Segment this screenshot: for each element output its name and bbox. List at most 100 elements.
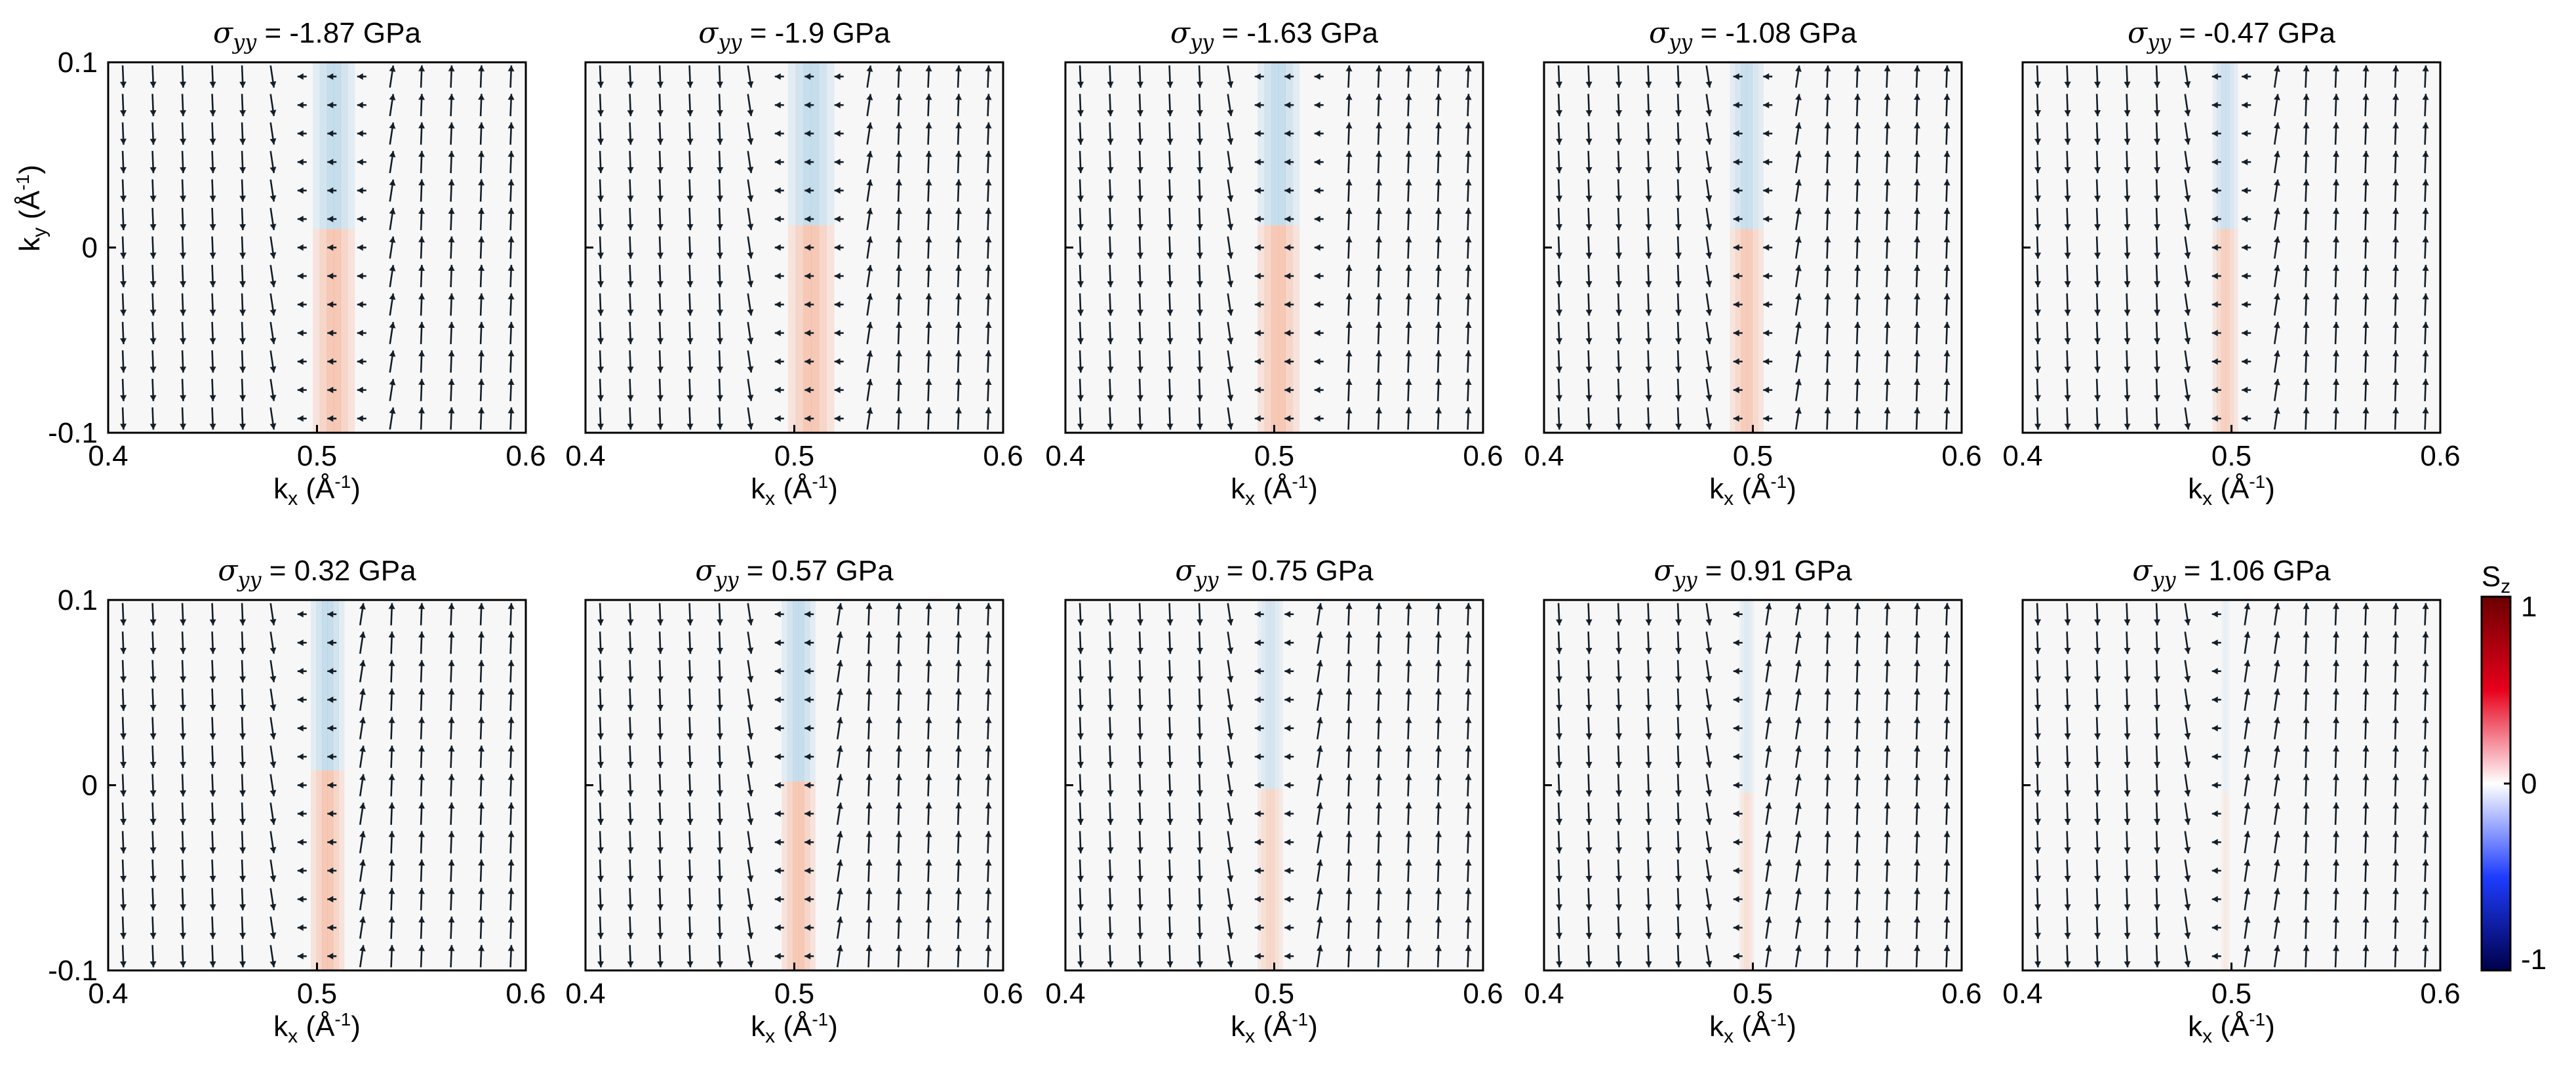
arrow-head [1077,647,1084,654]
arrow-head [1376,65,1383,71]
arrow-head [1465,264,1472,271]
arrow-head [925,603,932,609]
arrow-head [1615,818,1623,825]
arrow-head [269,904,277,911]
sz-positive-region [1274,789,1279,970]
arrow-head [507,122,515,129]
arrow-head [1137,281,1144,287]
arrow-head [1284,301,1291,308]
arrow-head [657,338,664,344]
arrow-head [1254,386,1261,393]
arrow-head [774,244,781,251]
arrow-head [1197,904,1204,911]
arrow-head [297,924,304,931]
arrow-head [1254,953,1261,960]
x-tick-label: 0.4 [565,978,605,1010]
arrow-head [2244,831,2251,838]
arrow-head [1556,818,1563,825]
arrow-head [1137,875,1144,882]
arrow-head [120,904,127,911]
sz-negative-region [2221,62,2226,229]
sz-negative-region [321,600,328,770]
arrow-head [418,717,426,723]
arrow-head [597,424,604,430]
arrow-head [1884,945,1891,951]
arrow-head [2242,159,2248,166]
arrow-head [2094,875,2101,882]
arrow-head [1284,782,1291,789]
arrow-head [1197,847,1204,854]
arrow-head [866,322,873,329]
arrow-head [627,676,634,683]
arrow-head [1705,618,1713,626]
arrow-head [1854,774,1861,780]
arrow-head [1314,358,1320,365]
arrow-head [1435,407,1442,414]
arrow-head [865,631,873,638]
arrow-head [837,688,843,695]
arrow-head [149,309,157,316]
sz-positive-region [787,225,797,433]
arrow-head [1914,179,1921,186]
arrow-head [2274,860,2280,866]
arrow-head [2184,224,2191,230]
arrow-head [837,860,843,866]
sz-positive-region [1749,792,1752,970]
arrow-head [1645,81,1652,88]
arrow-head [478,945,485,951]
arrow-head [2094,338,2101,344]
arrow-head [1107,932,1114,939]
arrow-head [418,350,426,357]
arrow-head [627,790,634,797]
arrow-head [1254,216,1261,223]
arrow-head [1795,208,1802,214]
arrow-head [1854,831,1861,837]
arrow-head [1137,252,1144,259]
arrow-head [1284,896,1291,903]
arrow-head [955,236,962,243]
arrow-head [1107,704,1114,711]
arrow-head [418,916,426,923]
arrow-head [1615,224,1623,231]
arrow-head [507,321,515,329]
arrow-head [1556,847,1563,854]
arrow-head [2303,945,2310,951]
arrow-head [120,961,127,968]
arrow-head [2034,676,2042,683]
arrow-head [1077,252,1084,259]
sz-negative-region [1271,62,1279,226]
spin-arrows [1077,65,1472,430]
arrow-head [120,818,127,825]
arrow-head [149,704,157,711]
arrow-head [2392,660,2400,666]
arrow-head [747,110,754,117]
arrow-head [1405,293,1412,300]
arrow-head [269,675,277,683]
arrow-head [1465,122,1472,129]
arrow-head [1733,130,1739,137]
arrow-head [478,746,485,752]
arrow-head [1254,329,1261,336]
x-tick-label: 0.6 [1941,440,1981,472]
arrow-head [1284,386,1291,393]
arrow-head [1675,932,1682,939]
arrow-head [597,281,604,287]
arrow-head [2124,367,2131,373]
arrow-head [627,138,634,145]
arrow-head [804,102,811,109]
arrow-head [774,159,781,166]
arrow-head [774,953,781,960]
arrow-head [1884,293,1891,300]
arrow-head [2124,647,2131,654]
arrow-head [478,179,485,186]
arrow-head [1197,818,1204,825]
arrow-head [1675,818,1682,825]
arrow-head [2064,961,2071,968]
arrow-head [1137,138,1144,145]
arrow-head [1107,110,1114,117]
arrow-head [448,293,455,300]
arrow-head [1376,802,1383,809]
arrow-head [985,859,992,866]
arrow-head [1914,717,1921,723]
arrow-head [1107,395,1114,401]
